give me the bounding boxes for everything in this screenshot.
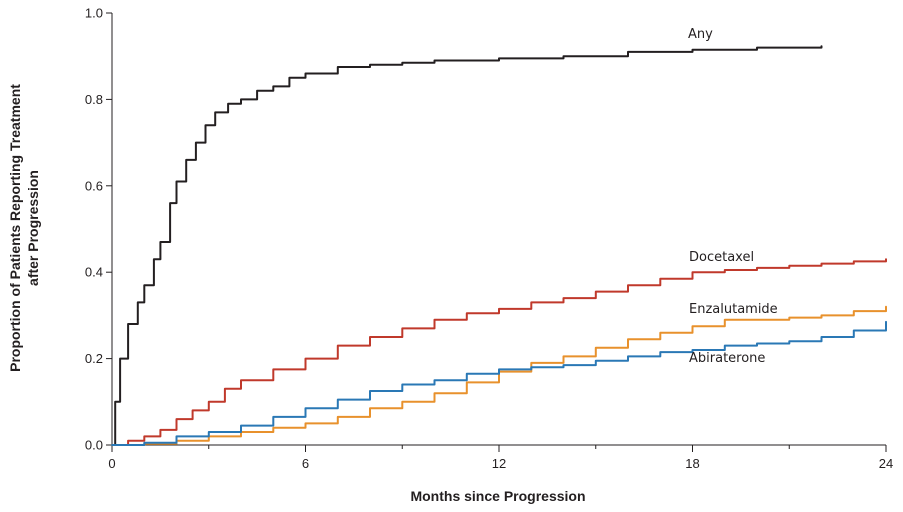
x-tick-label: 0 <box>108 456 115 471</box>
x-tick-label: 18 <box>685 456 699 471</box>
series-line-docetaxel <box>111 258 887 446</box>
series-label-any: Any <box>688 27 713 42</box>
x-axis: 0 6 12 18 24 <box>108 444 893 471</box>
y-tick-label: 1.0 <box>85 6 103 21</box>
x-tick-label: 6 <box>302 456 309 471</box>
series-label-abiraterone: Abiraterone <box>689 351 765 366</box>
y-tick-label: 0.2 <box>85 351 103 366</box>
y-axis-title: Proportion of Patients Reporting Treatme… <box>7 84 41 372</box>
y-tick-label: 0.0 <box>85 438 103 453</box>
y-tick-label: 0.8 <box>85 92 103 107</box>
series-line-any <box>111 45 823 446</box>
x-tick-label: 24 <box>879 456 893 471</box>
x-tick-label: 12 <box>492 456 506 471</box>
y-axis: 0.0 0.2 0.4 0.6 0.8 1.0 <box>85 6 113 453</box>
y-axis-title-line: Proportion of Patients Reporting Treatme… <box>7 84 23 372</box>
series-line-abiraterone <box>111 320 887 446</box>
series-labels: Any Docetaxel Enzalutamide Abiraterone <box>688 27 778 366</box>
series-label-enzalutamide: Enzalutamide <box>689 302 778 317</box>
y-tick-label: 0.6 <box>85 178 103 193</box>
series-label-docetaxel: Docetaxel <box>689 250 754 265</box>
y-tick-label: 0.4 <box>85 265 103 280</box>
y-axis-title-line: after Progression <box>25 170 41 286</box>
x-axis-title: Months since Progression <box>410 488 585 504</box>
series-line-enzalutamide <box>111 305 887 446</box>
series-lines <box>111 45 887 446</box>
